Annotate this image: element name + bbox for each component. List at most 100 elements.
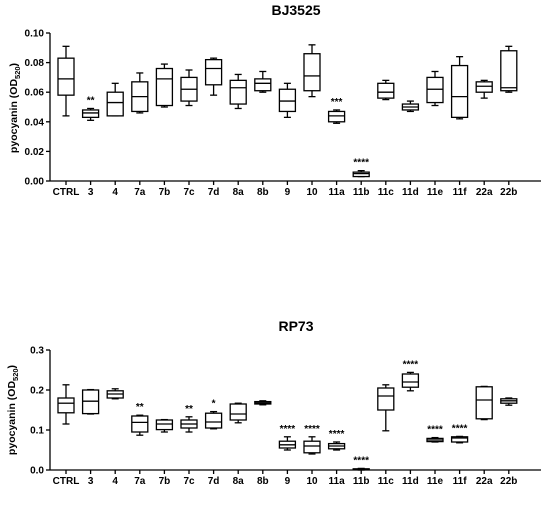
y-axis-label: pyocyanin (OD520)	[8, 63, 22, 153]
box-iqr	[204, 58, 223, 86]
box-10: 10	[303, 44, 321, 198]
significance-label: **	[87, 95, 95, 106]
box-11c: 11c	[377, 384, 395, 487]
category-label: 22a	[476, 476, 493, 487]
category-label: 11d	[402, 476, 419, 487]
box-iqr	[426, 76, 444, 104]
box-CTRL: CTRL	[53, 384, 80, 487]
box-iqr	[57, 397, 75, 414]
category-label: 22b	[500, 476, 517, 487]
box-iqr	[450, 64, 469, 119]
category-label: CTRL	[53, 187, 80, 198]
category-label: CTRL	[53, 476, 80, 487]
box-iqr	[401, 373, 420, 388]
category-label: 7a	[134, 187, 146, 198]
y-tick-label: 0.1	[30, 426, 44, 437]
significance-label: **	[136, 402, 144, 413]
box-11c: 11c	[377, 79, 395, 198]
significance-label: *	[212, 399, 216, 410]
significance-label: ****	[403, 359, 419, 370]
box-3: 3	[81, 388, 100, 487]
category-label: 11f	[453, 187, 468, 198]
y-tick-label: 0.06	[25, 88, 45, 99]
y-tick-label: 0.0	[30, 466, 44, 477]
box-11e: 11e ****	[426, 425, 444, 487]
category-label: 8b	[257, 187, 269, 198]
box-CTRL: CTRL	[53, 45, 80, 198]
box-iqr	[254, 78, 272, 92]
box-11f: 11f ****	[450, 423, 469, 487]
category-label: 7b	[159, 476, 171, 487]
box-iqr	[155, 419, 174, 431]
y-tick-label: 0.02	[25, 147, 45, 158]
significance-label: ****	[280, 424, 296, 435]
box-11e: 11e	[426, 70, 444, 198]
category-label: 11d	[402, 187, 419, 198]
box-11d: 11d ****	[401, 359, 420, 487]
box-iqr	[303, 53, 321, 92]
category-label: 10	[306, 187, 318, 198]
box-iqr	[303, 440, 321, 454]
category-label: 8a	[233, 187, 245, 198]
category-label: 11a	[329, 476, 346, 487]
box-7b: 7b	[155, 418, 174, 487]
box-9: 9	[278, 82, 297, 198]
box-22a: 22a	[475, 385, 493, 487]
box-11a: 11a ****	[327, 429, 346, 487]
category-label: 11a	[329, 187, 346, 198]
box-3: 3 **	[81, 95, 100, 198]
box-7a: 7a **	[131, 402, 149, 487]
y-tick-label: 0.08	[25, 58, 45, 69]
category-label: 10	[306, 476, 318, 487]
box-7d: 7d *	[204, 399, 223, 487]
significance-label: ****	[329, 429, 345, 440]
category-label: 7d	[208, 476, 220, 487]
category-label: 11b	[353, 187, 370, 198]
box-7d: 7d	[204, 57, 223, 198]
box-9: 9 ****	[278, 424, 297, 487]
significance-label: ***	[331, 97, 343, 108]
category-label: 7b	[159, 187, 171, 198]
category-label: 11e	[427, 476, 444, 487]
box-iqr	[81, 109, 100, 119]
box-iqr	[278, 88, 297, 113]
box-10: 10 ****	[303, 424, 321, 487]
category-label: 7d	[208, 187, 220, 198]
box-iqr	[155, 67, 174, 107]
box-iqr	[229, 403, 247, 421]
chart-rp73: RP73 pyocyanin (OD520) 0.0 0.1 0.2 0.3 CTRL 3…	[6, 318, 541, 487]
box-8a: 8a	[229, 402, 247, 487]
box-7c: 7c **	[180, 404, 198, 487]
category-label: 7a	[134, 476, 146, 487]
significance-label: ****	[353, 158, 369, 169]
category-label: 8b	[257, 476, 269, 487]
box-iqr	[131, 415, 149, 433]
significance-label: **	[185, 404, 193, 415]
category-label: 22b	[500, 187, 517, 198]
box-4: 4	[106, 82, 124, 198]
box-iqr	[377, 387, 395, 411]
category-label: 3	[88, 187, 94, 198]
category-label: 9	[285, 476, 291, 487]
y-tick-label: 0.2	[30, 386, 44, 397]
category-label: 11f	[453, 476, 468, 487]
significance-label: ****	[304, 424, 320, 435]
y-tick-label: 0.3	[30, 346, 44, 357]
category-label: 4	[112, 187, 118, 198]
box-7b: 7b	[155, 63, 174, 198]
category-label: 11c	[378, 187, 395, 198]
box-11a: 11a ***	[327, 97, 346, 198]
box-iqr	[229, 79, 247, 105]
box-iqr	[352, 171, 370, 178]
box-7a: 7a	[131, 72, 149, 198]
box-11b: 11b ****	[352, 158, 370, 198]
chart-title: BJ3525	[271, 2, 320, 18]
box-iqr	[57, 57, 75, 96]
chart-bj3525: BJ3525 pyocyanin (OD520) 0.00 0.02 0.04 0.0…	[8, 2, 541, 198]
box-8b: 8b	[254, 70, 272, 198]
box-11b: 11b ****	[352, 455, 370, 487]
box-22b: 22b	[500, 45, 518, 198]
y-tick-label: 0.00	[25, 177, 45, 188]
y-tick-label: 0.10	[25, 29, 45, 40]
